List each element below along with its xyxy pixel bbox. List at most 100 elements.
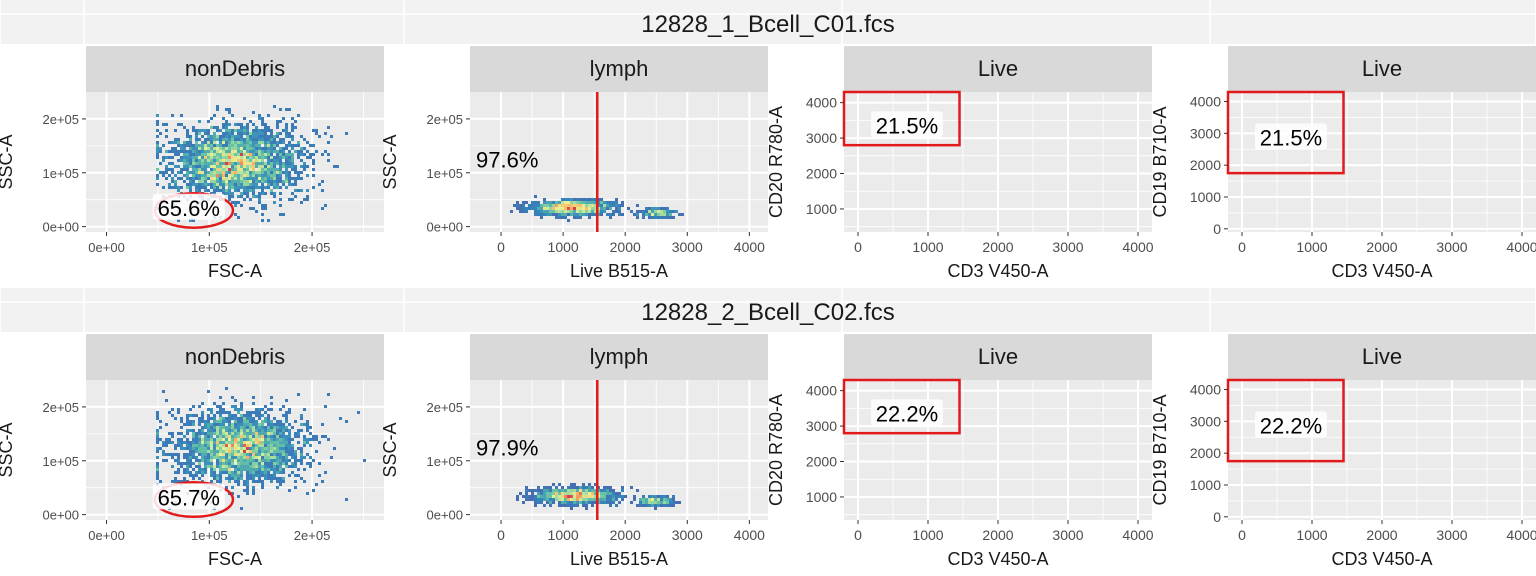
density-point bbox=[588, 489, 591, 492]
density-point bbox=[627, 207, 630, 210]
density-point bbox=[228, 435, 231, 438]
density-point bbox=[252, 453, 255, 456]
density-point bbox=[195, 432, 198, 435]
density-point bbox=[522, 201, 525, 204]
density-point bbox=[252, 135, 255, 138]
density-point bbox=[588, 210, 591, 213]
density-point bbox=[198, 405, 201, 408]
density-point bbox=[282, 426, 285, 429]
density-point bbox=[531, 492, 534, 495]
y-tick-label: 2000 bbox=[1190, 157, 1221, 173]
density-point bbox=[288, 411, 291, 414]
density-point bbox=[654, 213, 657, 216]
density-point bbox=[222, 156, 225, 159]
density-point bbox=[273, 459, 276, 462]
density-point bbox=[246, 129, 249, 132]
density-point bbox=[261, 420, 264, 423]
density-point bbox=[285, 165, 288, 168]
density-point bbox=[204, 162, 207, 165]
density-point bbox=[264, 168, 267, 171]
density-point bbox=[225, 447, 228, 450]
density-point bbox=[291, 198, 294, 201]
density-point bbox=[261, 444, 264, 447]
density-point bbox=[567, 504, 570, 507]
density-point bbox=[573, 213, 576, 216]
density-point bbox=[273, 171, 276, 174]
density-point bbox=[237, 171, 240, 174]
density-point bbox=[231, 150, 234, 153]
density-point bbox=[555, 216, 558, 219]
gate-label-background bbox=[871, 399, 943, 426]
density-point bbox=[534, 498, 537, 501]
density-point bbox=[549, 492, 552, 495]
density-point bbox=[291, 456, 294, 459]
density-point bbox=[246, 468, 249, 471]
density-point bbox=[249, 144, 252, 147]
density-point bbox=[198, 444, 201, 447]
density-point bbox=[546, 204, 549, 207]
density-point bbox=[165, 441, 168, 444]
density-point bbox=[234, 171, 237, 174]
density-point bbox=[201, 135, 204, 138]
density-point bbox=[162, 441, 165, 444]
density-point bbox=[180, 171, 183, 174]
density-point bbox=[198, 447, 201, 450]
density-point bbox=[222, 168, 225, 171]
density-point bbox=[195, 132, 198, 135]
density-point bbox=[240, 192, 243, 195]
density-point bbox=[261, 468, 264, 471]
x-tick-label: 1000 bbox=[548, 527, 579, 543]
density-point bbox=[219, 168, 222, 171]
density-point bbox=[204, 435, 207, 438]
density-point bbox=[285, 156, 288, 159]
density-point bbox=[219, 186, 222, 189]
density-point bbox=[546, 210, 549, 213]
density-point bbox=[567, 198, 570, 201]
density-point bbox=[225, 171, 228, 174]
density-point bbox=[243, 435, 246, 438]
density-point bbox=[237, 408, 240, 411]
density-point bbox=[303, 456, 306, 459]
density-point bbox=[525, 498, 528, 501]
density-point bbox=[180, 114, 183, 117]
density-point bbox=[300, 423, 303, 426]
density-point bbox=[258, 153, 261, 156]
density-point bbox=[210, 426, 213, 429]
density-point bbox=[663, 498, 666, 501]
density-point bbox=[645, 213, 648, 216]
density-point bbox=[579, 489, 582, 492]
density-point bbox=[615, 198, 618, 201]
density-point bbox=[528, 204, 531, 207]
facet-strip-label: Live bbox=[1362, 56, 1402, 81]
density-point bbox=[573, 498, 576, 501]
density-point bbox=[222, 144, 225, 147]
density-point bbox=[270, 171, 273, 174]
density-point bbox=[177, 459, 180, 462]
density-point bbox=[177, 150, 180, 153]
density-point bbox=[174, 174, 177, 177]
x-axis-label: CD3 V450-A bbox=[947, 261, 1048, 281]
facet-strip bbox=[86, 46, 384, 92]
density-point bbox=[246, 126, 249, 129]
density-point bbox=[237, 216, 240, 219]
density-point bbox=[249, 444, 252, 447]
density-point bbox=[234, 183, 237, 186]
density-point bbox=[270, 180, 273, 183]
density-point bbox=[603, 210, 606, 213]
density-point bbox=[537, 201, 540, 204]
density-point bbox=[285, 171, 288, 174]
density-point bbox=[222, 150, 225, 153]
density-point bbox=[513, 204, 516, 207]
y-tick-label: 0e+00 bbox=[42, 508, 79, 523]
density-point bbox=[261, 414, 264, 417]
density-point bbox=[186, 438, 189, 441]
density-point bbox=[267, 477, 270, 480]
density-point bbox=[300, 477, 303, 480]
density-point bbox=[219, 162, 222, 165]
density-point bbox=[225, 144, 228, 147]
density-point bbox=[240, 477, 243, 480]
density-point bbox=[285, 108, 288, 111]
density-point bbox=[240, 402, 243, 405]
density-point bbox=[156, 150, 159, 153]
density-point bbox=[567, 495, 570, 498]
